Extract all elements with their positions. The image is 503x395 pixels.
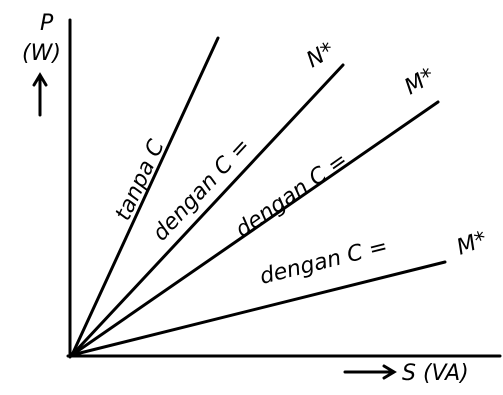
diagram: P (W) S (VA) tanpa C dengan C = N* denga… (0, 0, 503, 395)
line (72, 262, 445, 355)
line-value: N* (303, 38, 339, 73)
y-label: P (40, 11, 54, 36)
x-label: S (VA) (402, 361, 469, 386)
x-arrow (345, 366, 394, 378)
line-label: dengan C = (231, 148, 352, 243)
line-value: M* (454, 227, 491, 261)
y-unit: (W) (22, 41, 61, 66)
y-arrow (34, 75, 46, 115)
line-label: tanpa C (111, 136, 170, 225)
line-value: M* (401, 64, 439, 101)
